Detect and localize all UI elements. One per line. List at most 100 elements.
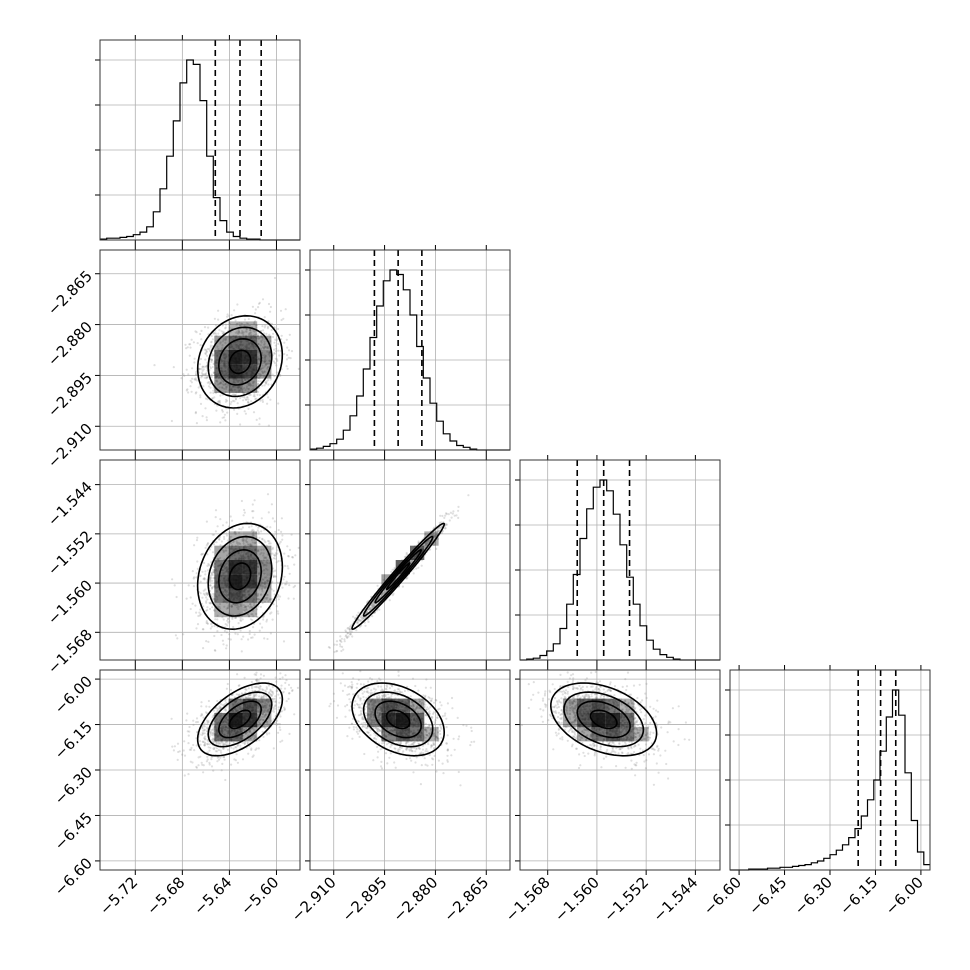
scatter-point bbox=[286, 565, 289, 568]
scatter-point bbox=[438, 521, 441, 524]
scatter-point bbox=[197, 386, 200, 389]
scatter-point bbox=[217, 309, 220, 312]
scatter-point bbox=[234, 319, 237, 322]
scatter-point bbox=[252, 529, 255, 532]
scatter-point bbox=[209, 344, 212, 347]
scatter-point bbox=[206, 543, 209, 546]
scatter-point bbox=[216, 630, 219, 633]
scatter-point bbox=[207, 640, 210, 644]
scatter-point bbox=[209, 391, 212, 394]
scatter-point bbox=[359, 619, 362, 623]
scatter-point bbox=[193, 361, 196, 364]
scatter-point bbox=[251, 305, 254, 308]
scatter-point bbox=[266, 493, 270, 496]
scatter-point bbox=[200, 329, 203, 332]
scatter-panel-0-1 bbox=[95, 245, 301, 455]
scatter-point bbox=[267, 539, 270, 543]
scatter-point bbox=[204, 573, 207, 576]
scatter-point bbox=[236, 402, 239, 405]
scatter-point bbox=[176, 637, 179, 640]
scatter-point bbox=[275, 561, 278, 564]
scatter-point bbox=[229, 638, 232, 641]
scatter-point bbox=[247, 638, 250, 641]
scatter-point bbox=[175, 595, 178, 599]
scatter-point bbox=[205, 350, 208, 353]
scatter-point bbox=[246, 378, 249, 381]
scatter-point bbox=[255, 397, 258, 400]
scatter-point bbox=[214, 332, 217, 335]
scatter-point bbox=[278, 726, 281, 729]
scatter-point bbox=[266, 325, 270, 328]
scatter-point bbox=[210, 571, 213, 575]
scatter-point bbox=[256, 393, 259, 396]
scatter-point bbox=[267, 379, 270, 382]
scatter-point bbox=[225, 644, 228, 647]
scatter-point bbox=[204, 358, 207, 361]
scatter-point bbox=[213, 634, 216, 638]
scatter-point bbox=[245, 387, 248, 390]
scatter-point bbox=[256, 351, 259, 354]
scatter-point bbox=[200, 372, 204, 375]
scatter-point bbox=[417, 566, 420, 569]
scatter-point bbox=[196, 560, 199, 563]
scatter-point bbox=[262, 329, 265, 332]
scatter-point bbox=[420, 564, 423, 567]
scatter-point bbox=[205, 601, 208, 604]
scatter-point bbox=[288, 584, 291, 587]
scatter-point bbox=[281, 534, 284, 537]
scatter-point bbox=[239, 629, 242, 632]
scatter-point bbox=[223, 758, 226, 761]
scatter-point bbox=[435, 547, 438, 551]
scatter-point bbox=[391, 568, 394, 571]
scatter-point bbox=[271, 552, 274, 555]
scatter-point bbox=[269, 612, 272, 615]
scatter-point bbox=[242, 399, 245, 402]
histogram-step bbox=[520, 479, 720, 661]
scatter-point bbox=[209, 386, 212, 389]
scatter-point bbox=[212, 391, 215, 395]
scatter-point bbox=[190, 338, 193, 341]
scatter-point bbox=[276, 358, 279, 361]
scatter-point bbox=[344, 629, 347, 632]
scatter-point bbox=[273, 352, 276, 355]
scatter-point bbox=[216, 699, 219, 703]
scatter-point bbox=[254, 398, 257, 401]
scatter-point bbox=[263, 326, 266, 329]
scatter-point bbox=[273, 362, 277, 365]
scatter-point bbox=[244, 688, 247, 691]
scatter-point bbox=[261, 364, 264, 367]
scatter-point bbox=[277, 327, 280, 331]
scatter-point bbox=[272, 747, 275, 750]
scatter-point bbox=[205, 416, 208, 419]
scatter-point bbox=[293, 584, 297, 588]
scatter-point bbox=[264, 382, 268, 385]
scatter-point bbox=[258, 423, 261, 426]
scatter-point bbox=[207, 746, 210, 749]
scatter-point bbox=[223, 535, 226, 539]
scatter-point bbox=[285, 338, 288, 341]
scatter-point bbox=[270, 328, 273, 332]
scatter-point bbox=[218, 742, 221, 745]
scatter-point bbox=[189, 385, 192, 388]
scatter-point bbox=[285, 358, 289, 361]
density-cell bbox=[214, 588, 229, 603]
scatter-point bbox=[185, 347, 188, 350]
scatter-point bbox=[208, 382, 211, 385]
scatter-point bbox=[273, 276, 277, 280]
scatter-point bbox=[205, 640, 208, 643]
scatter-point bbox=[213, 382, 216, 385]
scatter-point bbox=[248, 629, 251, 633]
scatter-point bbox=[222, 643, 225, 646]
scatter-point bbox=[195, 572, 198, 575]
scatter-point bbox=[286, 346, 289, 349]
scatter-point bbox=[275, 371, 278, 374]
scatter-point bbox=[262, 346, 265, 349]
scatter-point bbox=[255, 390, 258, 393]
scatter-point bbox=[209, 627, 212, 630]
scatter-point bbox=[223, 537, 226, 541]
scatter-point bbox=[194, 412, 197, 415]
scatter-point bbox=[278, 595, 282, 598]
scatter-point bbox=[213, 649, 216, 652]
scatter-point bbox=[202, 373, 205, 376]
scatter-point bbox=[211, 354, 214, 357]
